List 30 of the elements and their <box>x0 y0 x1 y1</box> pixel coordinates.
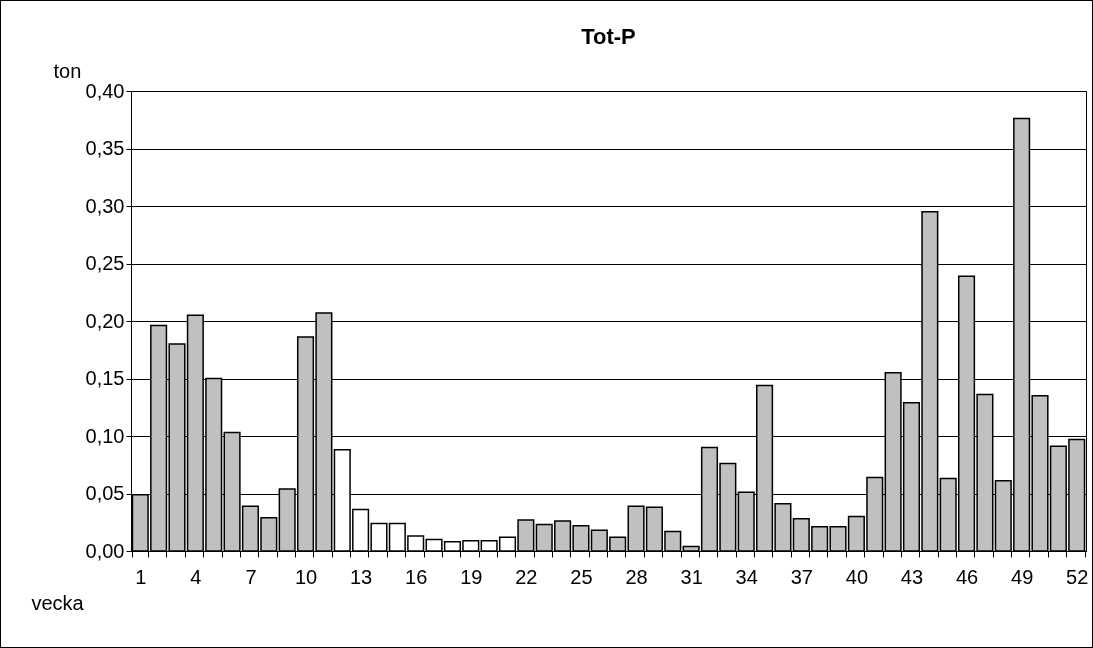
x-tick-label: 10 <box>294 565 318 588</box>
x-tick-label: 43 <box>900 565 924 588</box>
x-tick-label: 16 <box>405 565 428 588</box>
y-tick-label: 0,40 <box>85 79 125 102</box>
chart-title: Tot-P <box>581 24 636 49</box>
x-tick-label: 13 <box>349 565 373 588</box>
y-tick-label: 0,10 <box>85 424 125 447</box>
x-tick-label: 34 <box>735 565 758 588</box>
x-tick-label: 46 <box>955 565 979 588</box>
x-tick-label: 28 <box>625 565 648 588</box>
y-tick-label: 0,15 <box>85 367 125 389</box>
x-tick-label: 40 <box>845 565 869 588</box>
x-tick-label: 37 <box>790 565 813 588</box>
x-tick-label: 22 <box>515 565 538 588</box>
y-tick-label: 0,05 <box>85 482 125 504</box>
y-tick-label: 0,30 <box>85 194 125 217</box>
y-tick-label: 0,20 <box>85 309 125 332</box>
x-tick-label: 31 <box>680 565 703 588</box>
y-axis-title: ton <box>53 59 82 82</box>
x-tick-label: 4 <box>190 565 202 588</box>
x-tick-label: 25 <box>570 565 593 588</box>
x-tick-label: 19 <box>460 565 483 588</box>
y-tick-label: 0,35 <box>85 137 125 159</box>
x-axis-title: vecka <box>31 591 85 614</box>
y-tick-label: 0,25 <box>85 252 125 274</box>
x-tick-label: 52 <box>1066 565 1089 588</box>
y-tick-label: 0,00 <box>85 539 125 562</box>
x-tick-label: 1 <box>135 565 147 588</box>
x-tick-label: 49 <box>1011 565 1034 588</box>
x-tick-label: 7 <box>245 565 257 588</box>
